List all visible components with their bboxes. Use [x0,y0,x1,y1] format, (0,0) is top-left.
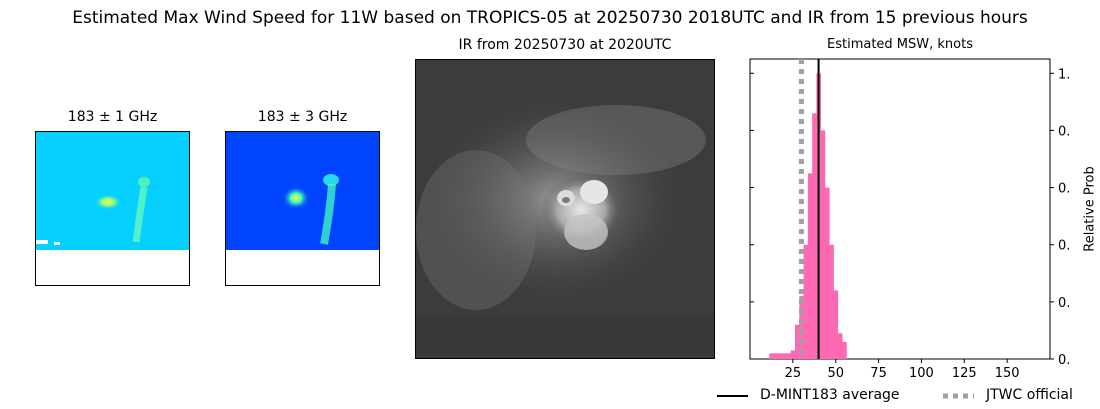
histogram-bar [829,244,834,359]
y-tick-label: 0.4 [1058,239,1070,254]
histogram-bar [777,353,783,359]
histogram-bar [803,244,809,359]
y-tick-label: 1.0 [1058,67,1070,82]
histogram-chart: 25 50 75 100 125 150 0.0 0.2 0.4 0.6 0.8 1.0 [749,58,1070,380]
y-tick-label: 0.6 [1058,182,1070,197]
histogram-bar [837,333,843,359]
histogram-bar [820,130,826,359]
ir-image [415,59,715,359]
y-tick-label: 0.0 [1058,353,1070,368]
mw1-title: 183 ± 1 GHz [67,109,158,125]
x-ticks: 25 50 75 100 125 150 [785,359,1020,380]
legend-official-label: JTWC official [986,387,1073,403]
y-tick-label: 0.2 [1058,296,1070,311]
mw2-title: 183 ± 3 GHz [257,109,348,125]
histogram-bar [833,290,839,359]
histogram-bar [782,353,787,359]
x-tick-label: 150 [995,366,1020,380]
figure-title: Estimated Max Wind Speed for 11W based o… [72,8,1028,28]
plot-frame [749,58,1051,360]
x-tick-label: 25 [785,366,802,380]
x-tick-label: 75 [870,366,887,380]
histogram-bar [812,113,817,360]
y-ticks: 0.0 0.2 0.4 0.6 0.8 1.0 [750,67,1070,368]
legend-official-swatch [943,393,974,399]
x-tick-label: 50 [827,366,844,380]
ir-title: IR from 20250730 at 2020UTC [458,37,672,53]
mw1-image [35,131,190,286]
histogram-bar [799,296,804,359]
histogram-bars [769,73,847,360]
legend-average-label: D-MINT183 average [760,387,900,403]
y-axis-label: Relative Prob [1082,166,1098,252]
mw2-image [225,131,380,286]
histogram-bar [807,173,813,359]
histogram-bar [795,324,800,359]
hist-title: Estimated MSW, knots [827,37,973,52]
x-tick-label: 125 [952,366,977,380]
legend-average-swatch [717,395,748,397]
histogram-bar [825,187,830,359]
histogram-bar [842,341,847,359]
histogram-bar [790,350,796,359]
histogram-bar [786,353,792,359]
y-tick-label: 0.8 [1058,124,1070,139]
histogram-bar [773,353,779,359]
x-tick-label: 100 [909,366,934,380]
histogram-bar [769,353,774,359]
